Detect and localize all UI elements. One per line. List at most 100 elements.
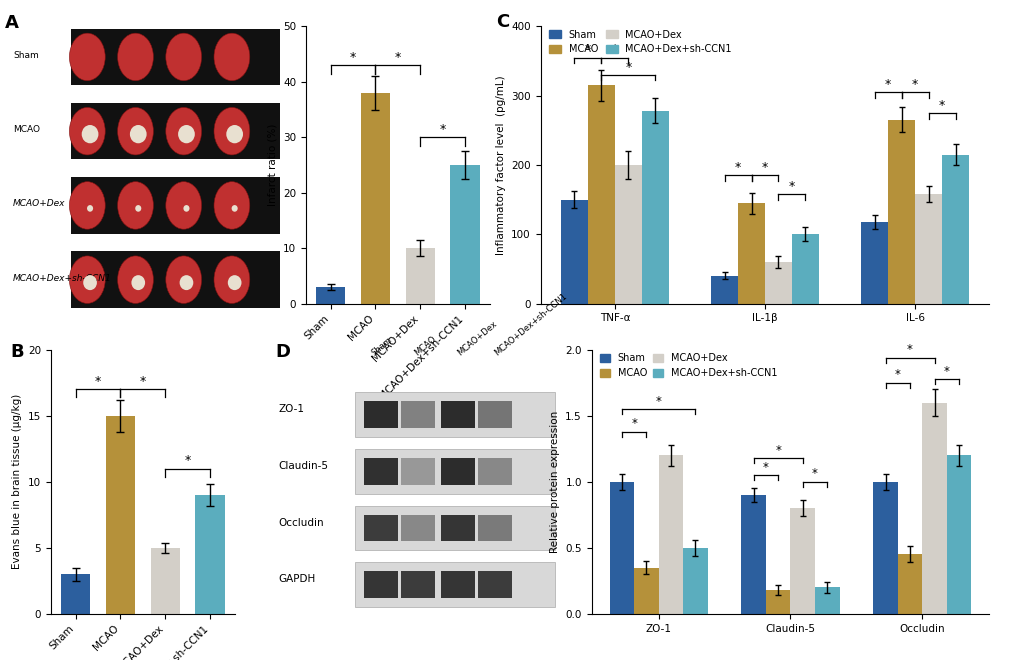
Text: D: D bbox=[275, 343, 290, 361]
Text: Sham: Sham bbox=[13, 51, 39, 60]
Ellipse shape bbox=[178, 125, 195, 143]
Text: Occludin: Occludin bbox=[278, 517, 324, 528]
Ellipse shape bbox=[69, 108, 105, 155]
Bar bbox=[587, 85, 614, 304]
Bar bbox=[450, 165, 479, 304]
Text: B: B bbox=[10, 343, 23, 361]
Ellipse shape bbox=[117, 108, 153, 155]
Text: *: * bbox=[394, 51, 400, 64]
Y-axis label: Inflammatory factor level  (pg/mL): Inflammatory factor level (pg/mL) bbox=[495, 75, 505, 255]
Ellipse shape bbox=[87, 205, 93, 212]
Bar bbox=[440, 515, 475, 541]
Ellipse shape bbox=[131, 275, 145, 290]
Text: *: * bbox=[943, 364, 949, 378]
Bar bbox=[791, 234, 818, 304]
Bar bbox=[942, 154, 968, 304]
Text: C: C bbox=[495, 13, 508, 30]
Bar bbox=[400, 458, 435, 484]
Text: MCAO+Dex: MCAO+Dex bbox=[13, 199, 65, 209]
Text: *: * bbox=[584, 43, 590, 56]
Bar bbox=[872, 482, 897, 614]
Bar bbox=[440, 458, 475, 484]
Bar bbox=[61, 574, 90, 614]
Bar bbox=[70, 178, 280, 234]
Ellipse shape bbox=[214, 182, 250, 229]
Text: MCAO+Dex+sh-CCN1: MCAO+Dex+sh-CCN1 bbox=[492, 292, 568, 358]
Ellipse shape bbox=[117, 256, 153, 304]
Bar bbox=[355, 392, 554, 437]
Bar bbox=[710, 276, 738, 304]
Text: *: * bbox=[762, 461, 768, 474]
Bar bbox=[683, 548, 707, 614]
Bar bbox=[658, 455, 683, 614]
Ellipse shape bbox=[117, 33, 153, 81]
Bar bbox=[355, 506, 554, 550]
Bar bbox=[196, 495, 224, 614]
Ellipse shape bbox=[69, 182, 105, 229]
Bar bbox=[860, 222, 888, 304]
Text: ZO-1: ZO-1 bbox=[278, 404, 304, 414]
Ellipse shape bbox=[227, 275, 242, 290]
Bar bbox=[355, 562, 554, 607]
Text: *: * bbox=[140, 376, 146, 388]
Ellipse shape bbox=[117, 182, 153, 229]
Bar bbox=[738, 203, 764, 304]
Bar bbox=[70, 103, 280, 160]
Bar bbox=[440, 572, 475, 598]
Bar bbox=[478, 458, 512, 484]
Text: *: * bbox=[631, 417, 637, 430]
Ellipse shape bbox=[69, 256, 105, 304]
Bar bbox=[70, 29, 280, 85]
Legend: Sham, MCAO, MCAO+Dex, MCAO+Dex+sh-CCN1: Sham, MCAO, MCAO+Dex, MCAO+Dex+sh-CCN1 bbox=[596, 349, 781, 382]
Text: *: * bbox=[350, 51, 356, 64]
Text: *: * bbox=[911, 78, 917, 91]
Text: *: * bbox=[788, 180, 794, 193]
Text: *: * bbox=[774, 444, 781, 457]
Bar bbox=[355, 449, 554, 494]
Bar bbox=[364, 515, 397, 541]
Bar bbox=[478, 515, 512, 541]
Ellipse shape bbox=[214, 108, 250, 155]
Bar bbox=[888, 120, 914, 304]
Bar bbox=[741, 495, 765, 614]
Bar bbox=[440, 401, 475, 428]
Ellipse shape bbox=[136, 205, 142, 212]
Bar bbox=[609, 482, 634, 614]
Text: *: * bbox=[811, 467, 817, 480]
Bar bbox=[364, 401, 397, 428]
Text: *: * bbox=[761, 161, 767, 174]
Text: GAPDH: GAPDH bbox=[278, 574, 315, 585]
Bar bbox=[764, 262, 791, 304]
Y-axis label: Infarct ratio (%): Infarct ratio (%) bbox=[267, 124, 277, 206]
Bar bbox=[361, 93, 389, 304]
Text: MCAO+Dex: MCAO+Dex bbox=[454, 319, 498, 358]
Ellipse shape bbox=[69, 33, 105, 81]
Bar bbox=[614, 165, 641, 304]
Bar bbox=[897, 554, 921, 614]
Bar bbox=[406, 248, 434, 304]
Bar bbox=[478, 401, 512, 428]
Text: *: * bbox=[655, 395, 661, 408]
Ellipse shape bbox=[82, 125, 99, 143]
Ellipse shape bbox=[166, 33, 202, 81]
Bar bbox=[478, 572, 512, 598]
Bar bbox=[765, 590, 790, 614]
Text: *: * bbox=[906, 343, 912, 356]
Y-axis label: Evans blue in brain tissue (μg/kg): Evans blue in brain tissue (μg/kg) bbox=[12, 394, 22, 570]
Bar bbox=[790, 508, 814, 614]
Ellipse shape bbox=[166, 108, 202, 155]
Ellipse shape bbox=[214, 33, 250, 81]
Ellipse shape bbox=[183, 205, 190, 212]
Text: MCAO+Dex+sh-CCN1: MCAO+Dex+sh-CCN1 bbox=[13, 274, 112, 282]
Bar bbox=[364, 572, 397, 598]
Bar bbox=[151, 548, 179, 614]
Bar bbox=[634, 568, 658, 614]
Bar bbox=[400, 515, 435, 541]
Text: *: * bbox=[625, 61, 631, 73]
Ellipse shape bbox=[129, 125, 147, 143]
Legend: Sham, MCAO, MCAO+Dex, MCAO+Dex+sh-CCN1: Sham, MCAO, MCAO+Dex, MCAO+Dex+sh-CCN1 bbox=[545, 26, 735, 58]
Bar bbox=[641, 111, 668, 304]
Text: *: * bbox=[884, 78, 891, 91]
Bar bbox=[364, 458, 397, 484]
Text: MCAO: MCAO bbox=[412, 335, 437, 358]
